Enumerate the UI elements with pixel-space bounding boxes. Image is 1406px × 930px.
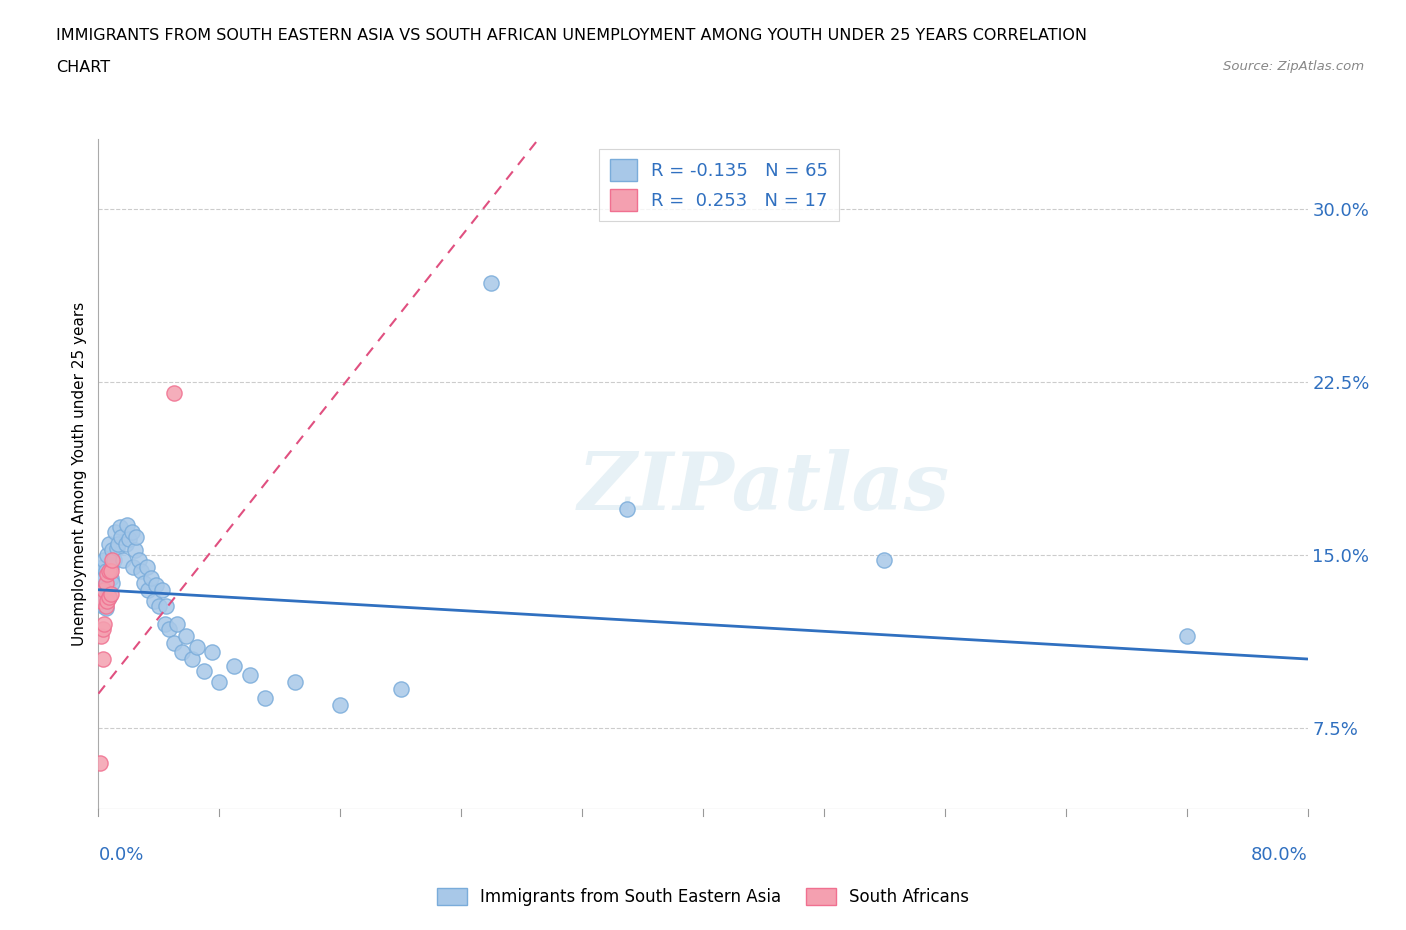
- Point: [94, 599, 117, 614]
- Text: IMMIGRANTS FROM SOUTH EASTERN ASIA VS SOUTH AFRICAN UNEMPLOYMENT AMONG YOUTH UND: IMMIGRANTS FROM SOUTH EASTERN ASIA VS SO…: [56, 28, 1087, 43]
- Point: [93, 594, 115, 609]
- Text: ZIPatlas: ZIPatlas: [578, 449, 949, 526]
- Point: [93, 582, 115, 597]
- Point: [91, 559, 114, 574]
- Point: [100, 587, 122, 602]
- Point: [143, 594, 166, 609]
- Point: [616, 501, 638, 516]
- Point: [108, 520, 131, 535]
- Point: [91, 599, 114, 614]
- Point: [96, 580, 118, 595]
- Point: [110, 529, 132, 544]
- Point: [114, 536, 136, 551]
- Point: [124, 543, 146, 558]
- Point: [118, 532, 141, 547]
- Point: [101, 576, 124, 591]
- Point: [159, 621, 181, 636]
- Point: [90, 594, 112, 609]
- Point: [150, 582, 173, 597]
- Point: [100, 564, 122, 578]
- Point: [90, 566, 112, 581]
- Point: [129, 564, 152, 578]
- Point: [181, 652, 204, 667]
- Point: [89, 755, 111, 770]
- Point: [98, 590, 121, 604]
- Point: [145, 578, 167, 592]
- Point: [93, 617, 115, 631]
- Point: [174, 629, 197, 644]
- Point: [90, 629, 112, 644]
- Point: [186, 640, 208, 655]
- Point: [96, 566, 118, 581]
- Point: [208, 674, 231, 689]
- Point: [91, 621, 114, 636]
- Point: [224, 658, 246, 673]
- Point: [94, 576, 117, 591]
- Point: [96, 548, 118, 563]
- Point: [389, 682, 412, 697]
- Point: [115, 518, 138, 533]
- Point: [98, 536, 121, 551]
- Point: [132, 576, 155, 591]
- Point: [94, 564, 117, 578]
- Point: [125, 529, 148, 544]
- Point: [89, 587, 111, 602]
- Point: [111, 552, 134, 567]
- Point: [153, 617, 176, 631]
- Point: [104, 525, 127, 539]
- Point: [107, 536, 129, 551]
- Text: CHART: CHART: [56, 60, 110, 75]
- Point: [136, 582, 159, 597]
- Point: [481, 275, 503, 290]
- Point: [93, 552, 115, 567]
- Point: [122, 559, 145, 574]
- Point: [93, 571, 115, 586]
- Point: [91, 652, 114, 667]
- Point: [329, 698, 352, 712]
- Point: [163, 635, 186, 650]
- Point: [193, 663, 215, 678]
- Point: [253, 691, 276, 706]
- Point: [170, 644, 193, 659]
- Point: [135, 559, 157, 574]
- Text: 80.0%: 80.0%: [1251, 846, 1308, 864]
- Point: [284, 674, 307, 689]
- Point: [94, 601, 117, 616]
- Point: [105, 540, 128, 555]
- Point: [96, 594, 118, 609]
- Point: [90, 576, 112, 591]
- Text: 0.0%: 0.0%: [98, 846, 143, 864]
- Point: [1175, 629, 1198, 644]
- Point: [201, 644, 224, 659]
- Point: [148, 599, 170, 614]
- Point: [100, 559, 122, 574]
- Point: [163, 386, 186, 401]
- Point: [166, 617, 188, 631]
- Point: [103, 552, 125, 567]
- Point: [100, 571, 122, 586]
- Point: [239, 668, 262, 683]
- Point: [98, 564, 121, 578]
- Point: [101, 552, 124, 567]
- Point: [101, 543, 124, 558]
- Point: [155, 599, 177, 614]
- Point: [98, 590, 121, 604]
- Text: Source: ZipAtlas.com: Source: ZipAtlas.com: [1223, 60, 1364, 73]
- Legend: Immigrants from South Eastern Asia, South Africans: Immigrants from South Eastern Asia, Sout…: [430, 881, 976, 912]
- Y-axis label: Unemployment Among Youth under 25 years: Unemployment Among Youth under 25 years: [72, 302, 87, 646]
- Point: [91, 582, 114, 597]
- Legend: R = -0.135   N = 65, R =  0.253   N = 17: R = -0.135 N = 65, R = 0.253 N = 17: [599, 149, 839, 221]
- Point: [128, 552, 150, 567]
- Point: [121, 525, 143, 539]
- Point: [141, 571, 163, 586]
- Point: [873, 552, 896, 567]
